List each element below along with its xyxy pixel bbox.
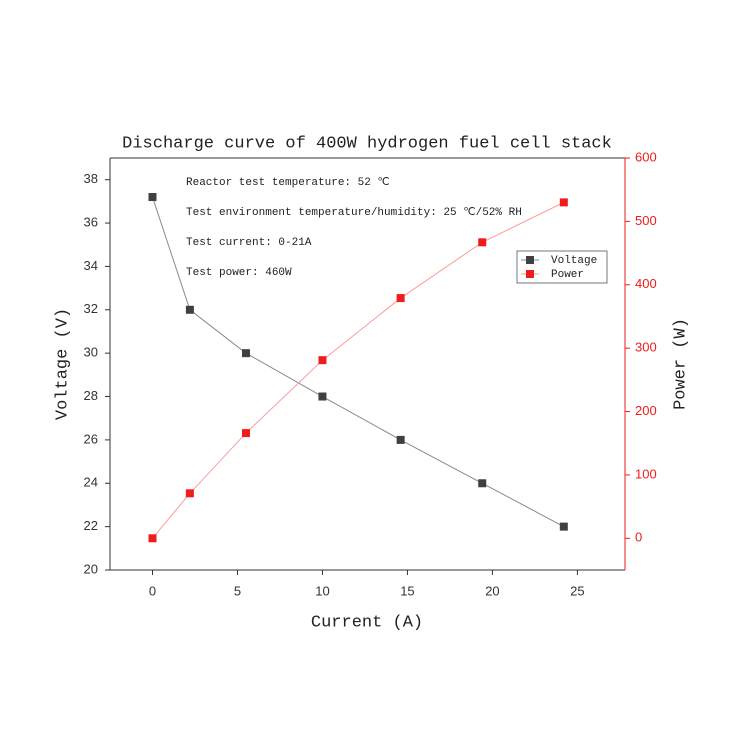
data-point: [185, 489, 194, 498]
x-tick-label: 0: [149, 583, 156, 598]
x-tick-label: 5: [234, 583, 241, 598]
legend-marker: [526, 256, 534, 264]
y-tick-label: 22: [84, 518, 98, 533]
y2-tick-label: 500: [635, 213, 657, 228]
legend-marker: [526, 270, 534, 278]
y2-tick-label: 400: [635, 276, 657, 291]
data-point: [478, 479, 487, 488]
y-tick-label: 20: [84, 561, 98, 576]
y2-tick-label: 200: [635, 403, 657, 418]
data-point: [241, 349, 250, 358]
data-point: [318, 392, 327, 401]
data-point: [559, 522, 568, 531]
y-tick-label: 30: [84, 345, 98, 360]
y2-tick-label: 0: [635, 530, 642, 545]
legend-label: Power: [551, 269, 584, 281]
data-point: [478, 238, 487, 247]
x-tick-label: 10: [315, 583, 329, 598]
x-tick-label: 25: [570, 583, 584, 598]
y-tick-label: 32: [84, 301, 98, 316]
annotation: Test power: 460W: [186, 267, 292, 279]
y2-tick-label: 600: [635, 149, 657, 164]
x-axis-label: Current (A): [311, 613, 423, 632]
y-tick-label: 28: [84, 388, 98, 403]
data-point: [559, 198, 568, 207]
data-point: [241, 429, 250, 438]
y2-tick-label: 100: [635, 466, 657, 481]
annotation: Reactor test temperature: 52 ℃: [186, 177, 390, 189]
annotation: Test current: 0-21A: [186, 237, 312, 249]
data-point: [148, 534, 157, 543]
data-point: [396, 435, 405, 444]
x-tick-label: 20: [485, 583, 499, 598]
y-axis-label: Voltage (V): [53, 308, 72, 420]
y-tick-label: 36: [84, 214, 98, 229]
y-tick-label: 24: [84, 475, 98, 490]
y-tick-label: 38: [84, 171, 98, 186]
y-tick-label: 34: [84, 258, 98, 273]
x-tick-label: 15: [400, 583, 414, 598]
annotation: Test environment temperature/humidity: 2…: [186, 207, 522, 219]
series-line: [152, 201, 565, 539]
data-point: [148, 193, 157, 202]
data-point: [185, 305, 194, 314]
y2-axis-label: Power (W): [671, 318, 690, 410]
data-point: [396, 294, 405, 303]
y-tick-label: 26: [84, 431, 98, 446]
y2-tick-label: 300: [635, 340, 657, 355]
legend-label: Voltage: [551, 255, 597, 267]
data-point: [318, 356, 327, 365]
chart-title: Discharge curve of 400W hydrogen fuel ce…: [122, 134, 612, 153]
